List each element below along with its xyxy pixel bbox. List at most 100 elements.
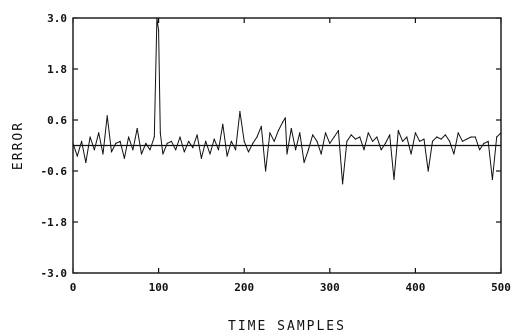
- series-point: [406, 136, 408, 138]
- series-point: [470, 136, 472, 138]
- series-point: [93, 149, 95, 151]
- series-point: [354, 138, 357, 140]
- series-point: [431, 140, 434, 142]
- series-point: [102, 153, 104, 155]
- series-point: [128, 136, 130, 138]
- series-point: [342, 183, 344, 185]
- series-point: [217, 149, 220, 151]
- y-tick-label: 0.6: [47, 114, 67, 127]
- series-point: [247, 151, 250, 153]
- y-axis-label: ERROR: [11, 121, 26, 170]
- series-point: [196, 134, 198, 136]
- series-point: [444, 134, 446, 136]
- series-point: [149, 149, 151, 151]
- series-point: [179, 136, 181, 138]
- series-point: [384, 142, 386, 144]
- series-point: [153, 136, 155, 138]
- series-point: [295, 149, 297, 151]
- series-point: [299, 132, 301, 134]
- series-point: [213, 138, 215, 140]
- series-point: [156, 17, 158, 19]
- series-point: [243, 140, 245, 142]
- series-point: [98, 132, 100, 134]
- series-point: [479, 149, 481, 151]
- series-point: [303, 161, 305, 164]
- series-point: [145, 142, 147, 144]
- series-point: [222, 123, 224, 125]
- series-point: [89, 136, 91, 138]
- series-point: [159, 132, 161, 134]
- y-tick-label: -3.0: [41, 267, 68, 280]
- series-point: [256, 136, 258, 138]
- x-tick-label: 0: [70, 281, 77, 294]
- x-tick-label: 500: [491, 281, 511, 294]
- series-point: [239, 110, 241, 113]
- series-line-0: [72, 17, 502, 185]
- series-point: [132, 149, 134, 151]
- series-point: [414, 132, 416, 134]
- series-point: [500, 132, 502, 134]
- series-point: [402, 140, 404, 142]
- y-tick-label: 3.0: [47, 12, 67, 25]
- series-point: [85, 161, 87, 164]
- series-point: [367, 132, 369, 134]
- y-tick-label: 1.8: [47, 63, 67, 76]
- series-point: [282, 121, 284, 123]
- series-point: [110, 151, 113, 153]
- series-point: [491, 178, 493, 181]
- series-point: [346, 140, 348, 142]
- series-point: [376, 136, 378, 138]
- series-point: [496, 136, 498, 138]
- series-point: [175, 149, 177, 151]
- x-tick-label: 300: [320, 281, 340, 294]
- series-point: [170, 140, 172, 142]
- series-point: [277, 130, 279, 132]
- x-axis-label: TIME SAMPLES: [228, 319, 346, 334]
- series-point: [316, 140, 318, 142]
- x-tick-label: 200: [234, 281, 254, 294]
- axis-ticks: [72, 17, 502, 274]
- series-point: [106, 115, 108, 117]
- series-point: [333, 136, 335, 138]
- series-point: [119, 140, 121, 142]
- series-point: [461, 140, 464, 142]
- series-point: [252, 142, 254, 144]
- series-point: [449, 140, 451, 142]
- series-point: [380, 149, 382, 151]
- series-point: [209, 153, 211, 155]
- series-point: [474, 136, 476, 138]
- series-point: [350, 134, 352, 136]
- series-point: [337, 130, 339, 132]
- series-point: [265, 170, 267, 172]
- series-point: [436, 136, 438, 138]
- series-point: [183, 151, 185, 153]
- series-point: [72, 142, 74, 144]
- series-point: [324, 132, 327, 134]
- series-point: [286, 153, 288, 155]
- series-point: [440, 138, 442, 140]
- series-point: [393, 178, 395, 181]
- x-tick-label: 400: [405, 281, 425, 294]
- series-point: [320, 153, 322, 155]
- series-point: [312, 134, 314, 136]
- series-point: [81, 140, 83, 142]
- series-point: [397, 130, 399, 132]
- series-point: [226, 155, 228, 157]
- series-point: [188, 140, 190, 142]
- x-tick-label: 100: [149, 281, 169, 294]
- series-point: [423, 138, 425, 140]
- series-point: [427, 170, 429, 172]
- y-tick-label: -1.8: [41, 216, 68, 229]
- series-point: [200, 157, 202, 159]
- series-point: [457, 132, 459, 134]
- series-point: [192, 147, 194, 149]
- series-point: [260, 125, 262, 127]
- series-point: [363, 149, 365, 151]
- series-point: [235, 149, 237, 151]
- series-point: [123, 157, 125, 159]
- series-point: [115, 142, 117, 144]
- series-point: [158, 30, 160, 32]
- series-point: [419, 140, 421, 142]
- series-point: [389, 134, 391, 136]
